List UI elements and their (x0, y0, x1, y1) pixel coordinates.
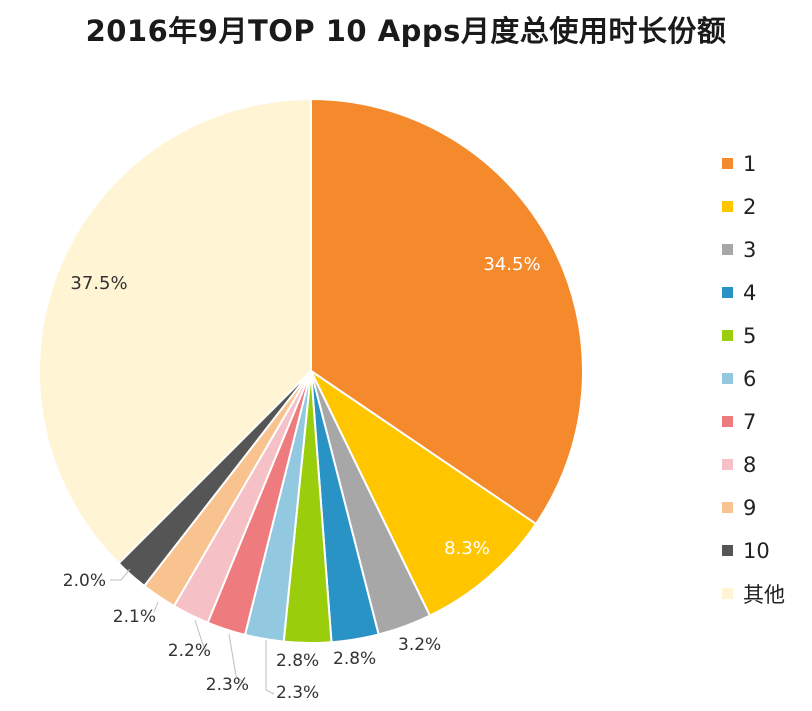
leader-lines (110, 568, 275, 695)
slice-label-8: 2.2% (168, 641, 211, 661)
slice-label-3: 3.2% (398, 635, 441, 655)
legend-item-9: 9 (722, 486, 812, 529)
leader-line-6 (265, 640, 275, 695)
slice-label-9: 2.1% (113, 607, 156, 627)
legend-item-2: 2 (722, 185, 812, 228)
pie-slices (38, 97, 584, 644)
slice-label-7: 2.3% (206, 675, 249, 695)
pie-slice-其他 (38, 97, 312, 565)
legend-label-10: 10 (743, 538, 770, 563)
slice-label-6: 2.3% (276, 683, 319, 703)
legend-label-5: 5 (743, 323, 757, 348)
legend-label-9: 9 (743, 495, 757, 520)
pie-slice-2 (308, 368, 538, 617)
legend-label-其他: 其他 (743, 582, 785, 607)
chart-title: 2016年9月TOP 10 Apps月度总使用时长份额 (85, 14, 727, 48)
leader-line-7 (228, 633, 245, 684)
legend-item-1: 1 (722, 142, 812, 185)
legend-swatch-7 (722, 416, 733, 427)
legend-label-6: 6 (743, 366, 757, 391)
legend-item-8: 8 (722, 443, 812, 486)
slice-labels: 34.5% 8.3% 3.2% 2.8% 2.8% 2.3% 2.3% 2.2% 2.1% 2.0… (63, 254, 541, 703)
leader-line-8 (194, 619, 207, 651)
legend-swatch-6 (722, 373, 733, 384)
slice-label-5: 2.8% (276, 651, 319, 671)
leader-line-10 (110, 568, 131, 581)
legend-swatch-其他 (722, 588, 733, 599)
legend-swatch-2 (722, 201, 733, 212)
legend-swatch-9 (722, 502, 733, 513)
slice-label-4: 2.8% (333, 649, 376, 669)
legend-label-3: 3 (743, 237, 757, 262)
legend-item-3: 3 (722, 228, 812, 271)
slice-label-1: 34.5% (483, 254, 540, 275)
legend-swatch-8 (722, 459, 733, 470)
legend-swatch-1 (722, 158, 733, 169)
legend-swatch-3 (722, 244, 733, 255)
legend-item-4: 4 (722, 271, 812, 314)
legend-label-4: 4 (743, 280, 757, 305)
legend-item-5: 5 (722, 314, 812, 357)
legend-item-其他: 其他 (722, 572, 812, 615)
legend-label-2: 2 (743, 194, 757, 219)
legend-item-7: 7 (722, 400, 812, 443)
slice-label-其他: 37.5% (70, 273, 127, 294)
legend-item-6: 6 (722, 357, 812, 400)
legend-label-7: 7 (743, 409, 757, 434)
legend-swatch-4 (722, 287, 733, 298)
slice-label-10: 2.0% (63, 571, 106, 591)
legend-swatch-10 (722, 545, 733, 556)
pie-slice-1 (310, 97, 584, 526)
legend: 1 2 3 4 5 6 7 8 9 10 其他 (722, 142, 812, 615)
legend-swatch-5 (722, 330, 733, 341)
leader-line-9 (153, 601, 159, 613)
legend-label-1: 1 (743, 151, 757, 176)
legend-item-10: 10 (722, 529, 812, 572)
slice-label-2: 8.3% (444, 538, 490, 559)
legend-label-8: 8 (743, 452, 757, 477)
